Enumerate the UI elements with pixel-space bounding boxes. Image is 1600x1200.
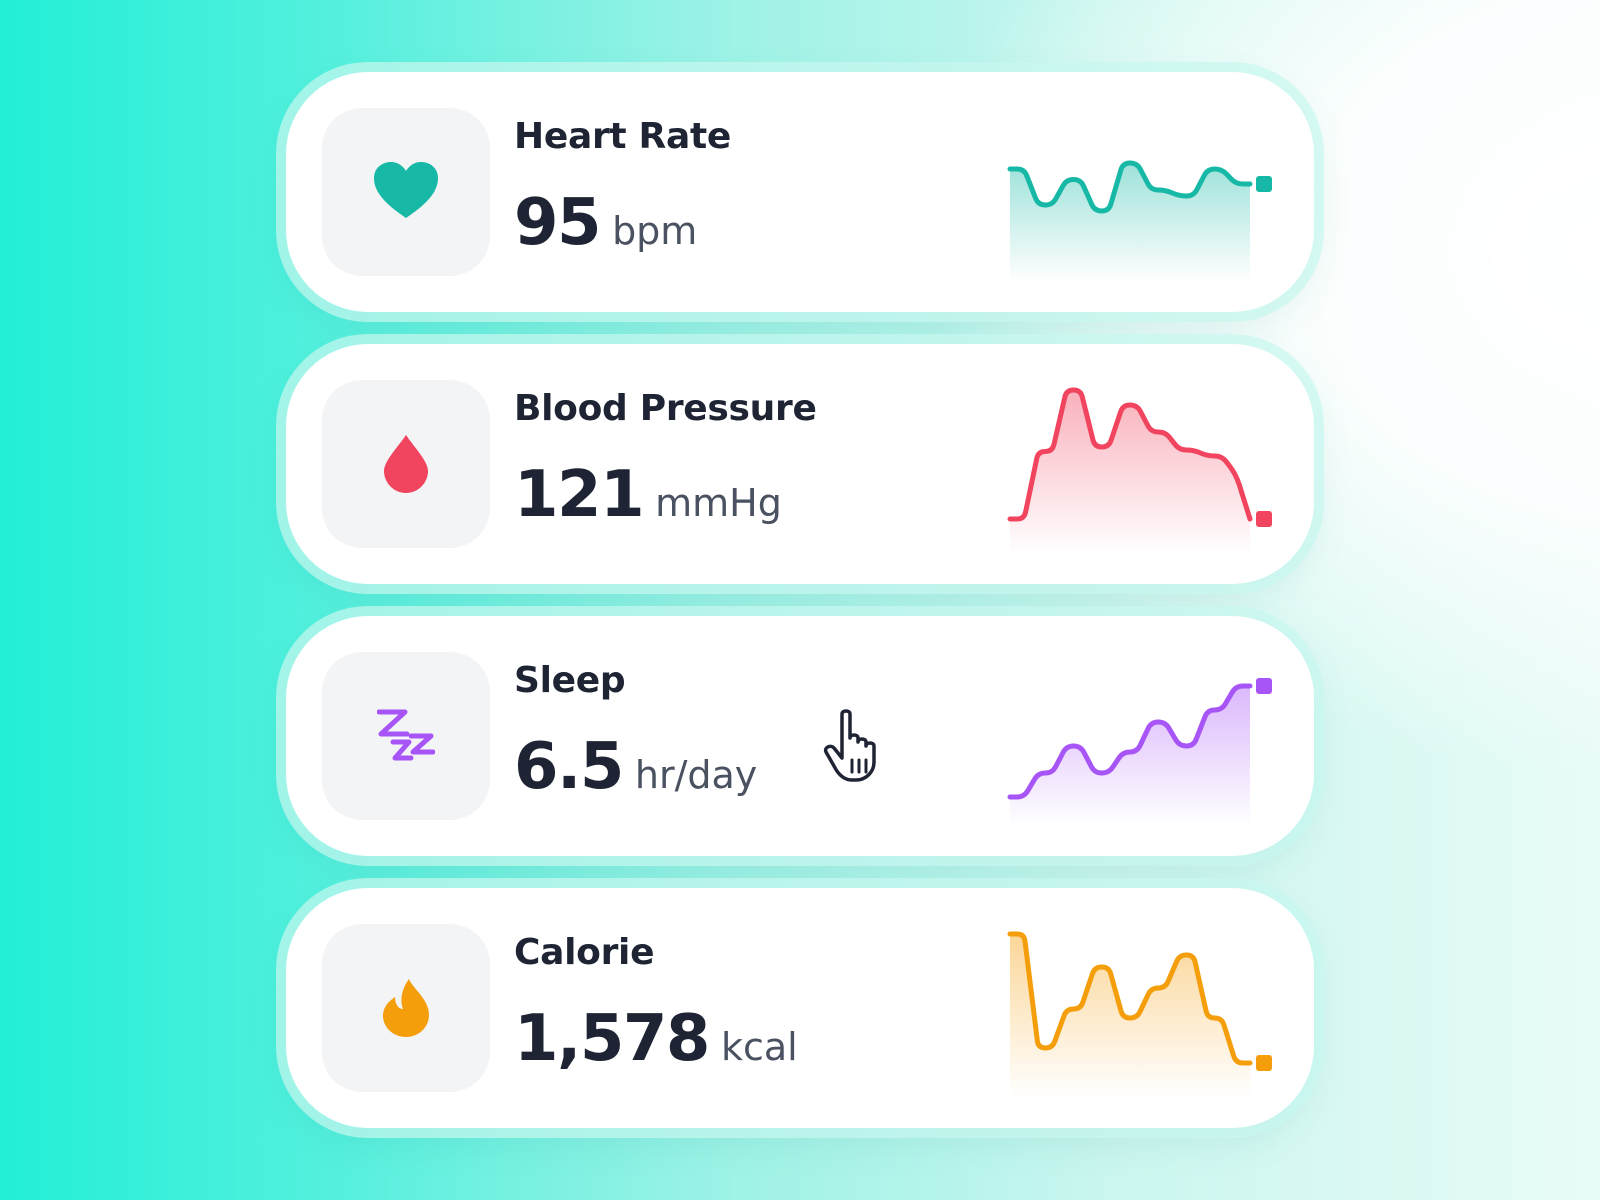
heart-rate-trend-chart [1007, 160, 1272, 282]
metric-value: 6.5 [514, 730, 624, 804]
blood-drop-icon [384, 435, 428, 493]
metric-readout: 121 mmHg [514, 458, 782, 532]
blood-pressure-trend-chart [1007, 387, 1272, 554]
sleep-card[interactable]: Sleep 6.5 hr/day [286, 616, 1314, 856]
blood-pressure-card[interactable]: Blood Pressure 121 mmHg [286, 344, 1314, 584]
trend-end-marker [1256, 511, 1272, 527]
trend-end-marker [1256, 1055, 1272, 1071]
metric-readout: 95 bpm [514, 186, 697, 260]
calorie-icon-tile [322, 924, 490, 1092]
card-title: Sleep [514, 660, 626, 701]
metric-value: 121 [514, 458, 645, 532]
trend-area-fill [1010, 934, 1250, 1098]
trend-line [1007, 387, 1253, 522]
flame-icon [383, 979, 429, 1037]
metric-unit: bpm [612, 209, 698, 253]
trend-end-marker [1256, 176, 1272, 192]
calorie-card[interactable]: Calorie 1,578 kcal [286, 888, 1314, 1128]
metric-value: 95 [514, 186, 602, 260]
metric-value: 1,578 [514, 1002, 710, 1076]
trend-line [1007, 931, 1253, 1066]
card-title: Calorie [514, 932, 655, 973]
heart-rate-card[interactable]: Heart Rate 95 bpm [286, 72, 1314, 312]
heart-rate-icon-tile [322, 108, 490, 276]
sleep-icon-tile [322, 652, 490, 820]
sleep-trend-chart [1007, 678, 1272, 826]
card-title: Blood Pressure [514, 388, 817, 429]
trend-area-fill [1010, 163, 1250, 282]
metric-readout: 6.5 hr/day [514, 730, 757, 804]
heart-icon [374, 162, 438, 218]
trend-end-marker [1256, 678, 1272, 694]
trend-area-fill [1010, 390, 1250, 554]
metric-unit: kcal [720, 1025, 798, 1069]
trend-area-fill [1010, 686, 1250, 826]
metric-readout: 1,578 kcal [514, 1002, 798, 1076]
metric-unit: mmHg [655, 481, 782, 525]
zzz-icon [377, 709, 435, 761]
hand-pointer-cursor-icon [823, 709, 876, 782]
metric-unit: hr/day [634, 753, 758, 797]
card-title: Heart Rate [514, 116, 731, 157]
trend-line [1007, 160, 1253, 214]
blood-pressure-icon-tile [322, 380, 490, 548]
trend-line [1007, 683, 1253, 800]
calorie-trend-chart [1007, 931, 1272, 1098]
